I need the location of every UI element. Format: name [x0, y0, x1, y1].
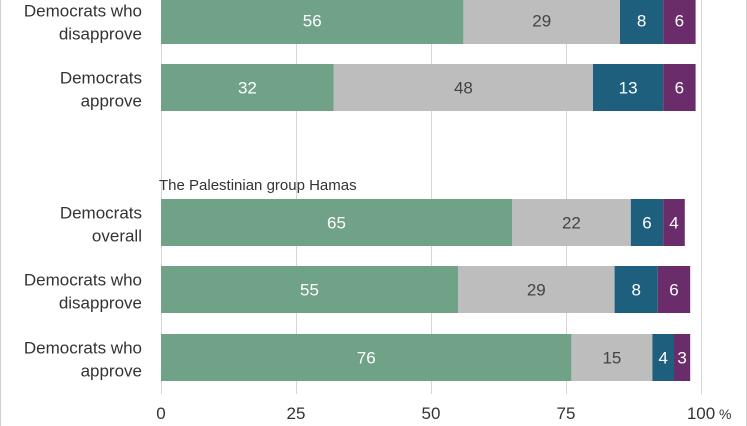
data-label: 13 [619, 79, 638, 98]
bar-segment [458, 266, 615, 313]
data-label: 56 [303, 12, 322, 31]
data-label: 6 [675, 12, 684, 31]
category-label: Democrats approve [60, 69, 142, 111]
data-label: 48 [454, 79, 473, 98]
x-tick-label: 100 [687, 404, 715, 423]
bar-segment [161, 266, 458, 313]
x-tick-label: 25 [287, 404, 306, 423]
data-label: 3 [677, 349, 686, 368]
bar-segment [333, 64, 593, 111]
group-title: The Palestinian group Hamas [159, 177, 357, 194]
data-label: 15 [602, 349, 621, 368]
bar-row: 32 48 13 6 [161, 64, 696, 111]
bar-segment [571, 334, 653, 381]
data-label: 29 [532, 12, 551, 31]
bar-segment [630, 199, 664, 246]
data-label: 4 [658, 349, 667, 368]
data-label: 8 [637, 12, 646, 31]
data-label: 32 [238, 79, 257, 98]
bar-segment [657, 266, 691, 313]
bar-row: 65 22 6 4 [161, 199, 685, 246]
bar-segment [663, 199, 685, 246]
percent-sign: % [719, 406, 731, 422]
data-label: 55 [300, 281, 319, 300]
category-label: Democrats who approve [24, 339, 142, 381]
bar-row: 55 29 8 6 [161, 266, 691, 313]
data-label: 76 [357, 349, 376, 368]
bar-segment [593, 64, 664, 111]
data-label: 4 [669, 214, 678, 233]
bar-segment [161, 334, 572, 381]
bar-segment [161, 64, 334, 111]
bar-segment [620, 0, 664, 44]
bar-row: 76 15 4 3 [161, 334, 691, 381]
bar-segment [161, 0, 464, 44]
data-label: 6 [669, 281, 678, 300]
bar-segment [463, 0, 620, 44]
bar-segment [512, 199, 631, 246]
bar-segment [161, 199, 512, 246]
data-label: 6 [675, 79, 684, 98]
data-label: 65 [327, 214, 346, 233]
x-axis: 0 25 50 75 100% [156, 404, 731, 423]
category-labels: Democrats who disapprove Democrats approve T… [24, 2, 357, 381]
bar-segment [674, 334, 691, 381]
bar-segment [663, 64, 696, 111]
bar-segment [663, 0, 696, 44]
x-tick-label: 50 [422, 404, 441, 423]
data-label: 29 [527, 281, 546, 300]
x-tick-label: 75 [557, 404, 576, 423]
data-label: 6 [642, 214, 651, 233]
bar-segment [652, 334, 674, 381]
bar-row: 56 29 8 6 [161, 0, 696, 44]
category-label: Democrats who disapprove [24, 2, 142, 44]
data-label: 22 [562, 214, 581, 233]
x-tick-label: 0 [156, 404, 165, 423]
bar-segment [614, 266, 658, 313]
category-label: Democrats overall [60, 204, 142, 246]
bars: 56 29 8 632 48 13 665 22 6 455 29 8 676 15 4 3 [161, 0, 696, 381]
data-label: 8 [631, 281, 640, 300]
category-label: Democrats who disapprove [24, 271, 142, 313]
